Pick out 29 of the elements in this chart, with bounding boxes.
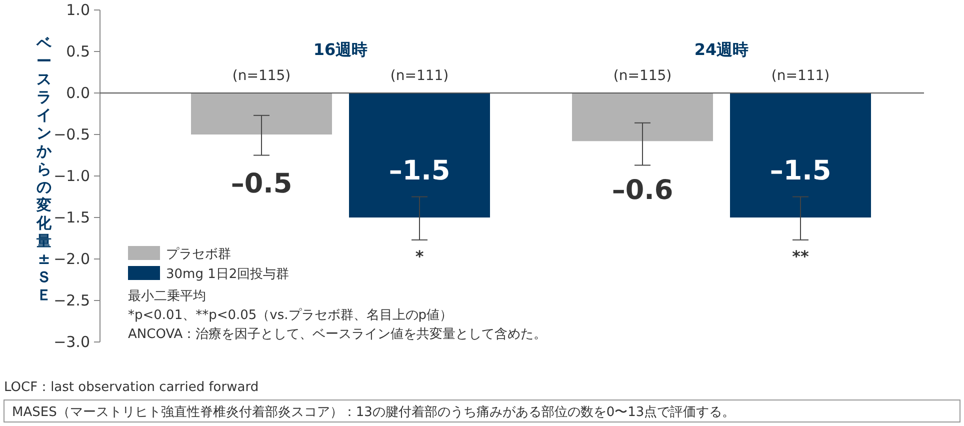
annotation: (n=111) — [390, 68, 449, 84]
data-label: –1.5 — [770, 156, 832, 186]
text: MASES（マーストリヒト強直性脊椎炎付着部炎スコア）：13の腱付着部のうち痛みがある部位の数を0〜13点で評価する。 — [12, 404, 736, 420]
text: LOCF：last observation carried forward — [4, 380, 259, 395]
data-label: –0.6 — [612, 175, 674, 206]
y-tick-label: 1.0 — [66, 1, 90, 19]
annotation: (n=115) — [232, 68, 291, 84]
annotation: (n=115) — [613, 68, 672, 84]
x-tick-label: 24週時 — [694, 40, 749, 59]
annotation: (n=111) — [771, 68, 830, 84]
legend-label: プラセボ群 — [166, 247, 231, 262]
y-tick-label: −2.0 — [54, 250, 90, 268]
annotation: ** — [792, 246, 810, 266]
x-tick-label: 16週時 — [313, 40, 368, 59]
annotation: * — [415, 246, 424, 266]
y-tick-label: −0.5 — [54, 126, 90, 144]
y-tick-label: −3.0 — [54, 333, 90, 351]
data-label: –1.5 — [388, 156, 450, 186]
y-tick-label: 0.0 — [66, 84, 90, 102]
y-tick-label: −1.5 — [54, 208, 90, 226]
text: ベースラインからの変化量±ＳＥ — [36, 34, 52, 304]
annotation: *p<0.01、**p<0.05（vs.プラセボ群、名目上のp値） — [128, 308, 453, 323]
data-label: –0.5 — [230, 168, 292, 200]
legend-label: 30mg 1日2回投与群 — [166, 267, 290, 282]
annotation: ANCOVA：治療を因子として、ベースライン値を共変量として含めた。 — [128, 326, 547, 342]
y-tick-label: 0.5 — [66, 42, 90, 60]
annotation: 最小二乗平均 — [128, 289, 206, 304]
y-tick-label: −1.0 — [54, 167, 90, 185]
y-tick-label: −2.5 — [54, 292, 90, 310]
